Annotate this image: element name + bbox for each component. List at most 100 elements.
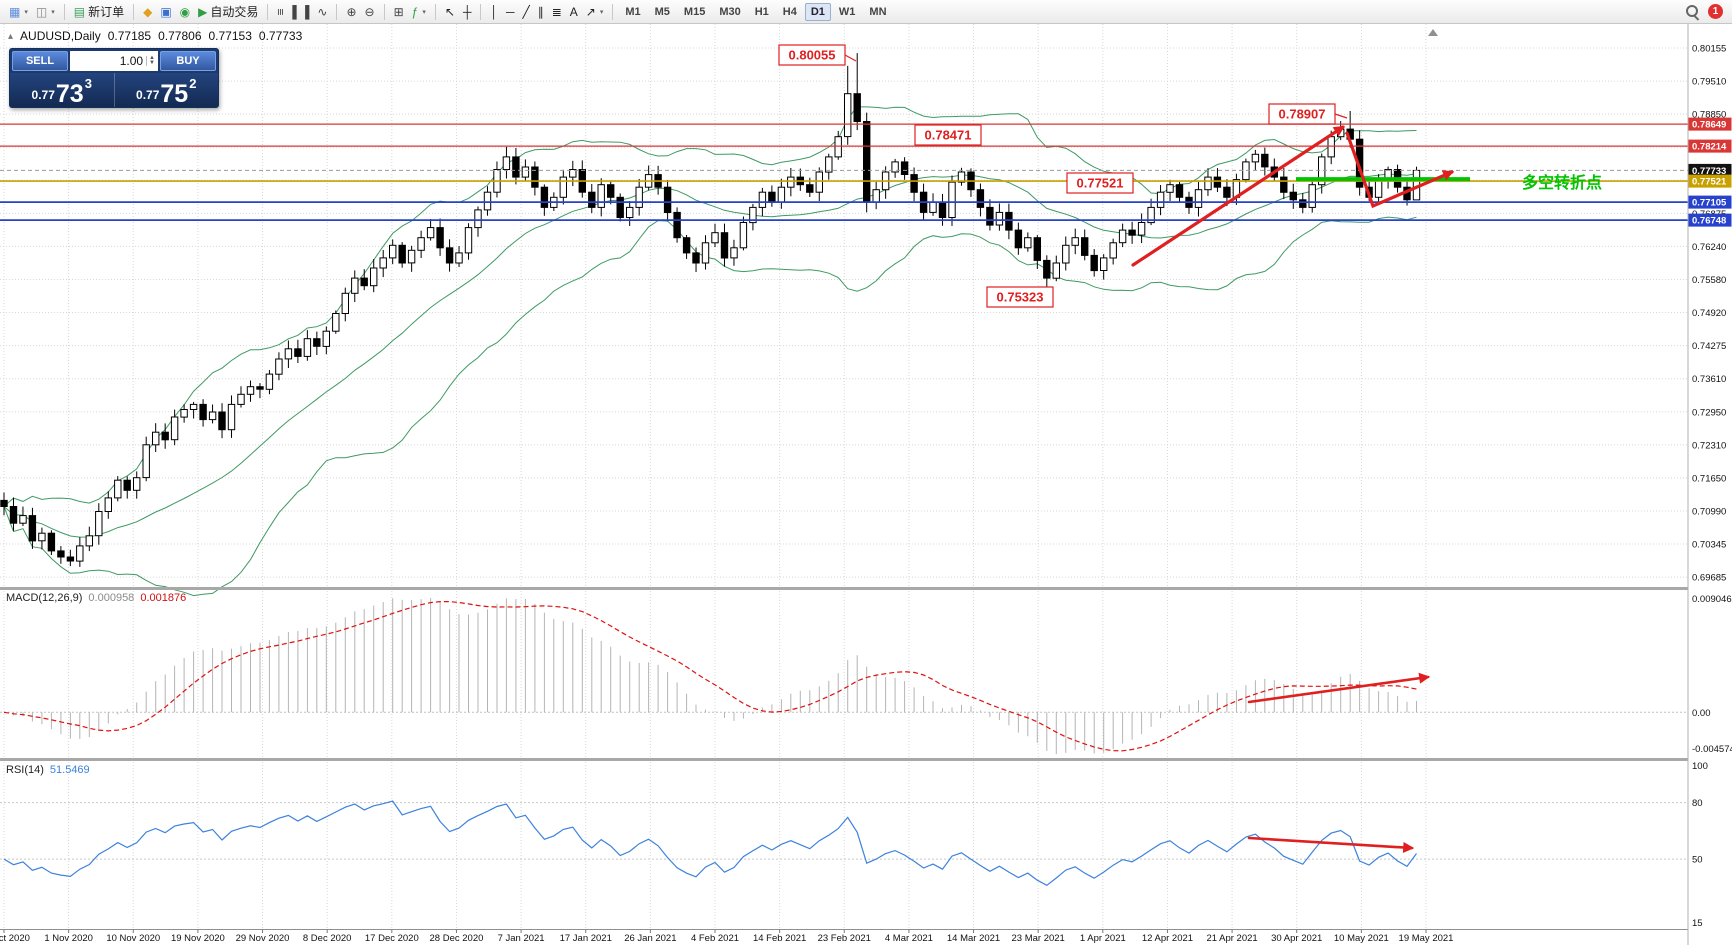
candlestick-chart-button[interactable]: ▌▐ <box>288 2 313 22</box>
macd-plot <box>0 598 1688 754</box>
oneclick-collapse-icon[interactable]: ▴ <box>8 30 14 42</box>
trend-arrow-macd <box>1247 672 1431 704</box>
profiles-button[interactable]: ◫ ▾ <box>32 2 59 22</box>
macd-splitter[interactable] <box>0 587 1732 590</box>
price-box-0.78471 <box>914 124 982 146</box>
search-icon[interactable] <box>1685 4 1700 19</box>
trend-arrows[interactable] <box>1131 125 1455 853</box>
arrows-icon: ↗ <box>585 4 596 19</box>
trendline-button[interactable]: ╱ <box>518 2 533 22</box>
price-box-0.77521 <box>1066 172 1134 194</box>
crosshair-button[interactable]: ┼ <box>459 2 476 22</box>
svg-text:0.77105: 0.77105 <box>1692 198 1727 209</box>
svg-text:0.78649: 0.78649 <box>1692 120 1726 131</box>
svg-text:0.77521: 0.77521 <box>1692 177 1727 188</box>
chart-shift-marker[interactable] <box>1428 29 1438 36</box>
svg-text:21 Apr 2021: 21 Apr 2021 <box>1206 933 1257 944</box>
fibonacci-button[interactable]: ≣ <box>548 2 566 22</box>
vertical-line-button[interactable]: │ <box>486 2 502 22</box>
timeframe-M1[interactable]: M1 <box>625 5 641 18</box>
svg-text:8 Dec 2020: 8 Dec 2020 <box>303 933 352 944</box>
channel-icon: ∥ <box>537 4 544 19</box>
sell-price-prefix: 0.77 <box>31 88 55 102</box>
one-click-top-row: SELL 1.00 ▲ ▼ BUY <box>10 49 218 73</box>
svg-text:12 Apr 2021: 12 Apr 2021 <box>1142 933 1193 944</box>
timeframe-M15[interactable]: M15 <box>683 5 706 18</box>
tile-windows-button[interactable]: ⊞ <box>390 2 408 22</box>
rsi-label: RSI(14) 51.5469 <box>6 764 90 776</box>
channel-button[interactable]: ∥ <box>534 2 548 22</box>
spinner-up-icon[interactable]: ▲ <box>149 55 155 61</box>
zoom-out-button[interactable]: ⊖ <box>361 2 379 22</box>
timeframe-H1[interactable]: H1 <box>754 5 769 18</box>
profiles-icon: ◫ <box>35 4 48 19</box>
signals-icon: ◉ <box>179 4 191 19</box>
arrows-button[interactable]: ↗ ▾ <box>582 2 608 22</box>
svg-text:23 Feb 2021: 23 Feb 2021 <box>818 933 871 944</box>
svg-text:15: 15 <box>1692 918 1703 929</box>
price-tag-0.78214 <box>1688 139 1732 153</box>
new-chart-button[interactable]: ▦ ▾ <box>5 2 32 22</box>
new-order-button-label: 新订单 <box>88 5 125 19</box>
svg-text:0.74275: 0.74275 <box>1692 341 1726 352</box>
bar-chart-button[interactable]: ≡ <box>273 2 288 22</box>
text-button[interactable]: A <box>566 2 582 22</box>
timeframe-H4[interactable]: H4 <box>782 5 797 18</box>
svg-text:29 Nov 2020: 29 Nov 2020 <box>236 933 290 944</box>
metaeditor-icon: ◆ <box>143 4 153 19</box>
notification-badge[interactable]: 1 <box>1708 4 1723 19</box>
price-tag-0.76748 <box>1688 213 1732 227</box>
price-tag-0.77105 <box>1688 195 1732 209</box>
signals-button[interactable]: ◉ <box>176 2 194 22</box>
svg-text:0.76748: 0.76748 <box>1692 216 1726 227</box>
timeframe-W1[interactable]: W1 <box>838 5 856 18</box>
spinner-down-icon[interactable]: ▼ <box>149 60 155 66</box>
svg-text:10 Nov 2020: 10 Nov 2020 <box>106 933 160 944</box>
svg-text:0.79510: 0.79510 <box>1692 77 1726 88</box>
svg-text:0.78907: 0.78907 <box>1279 107 1326 122</box>
svg-text:7 Jan 2021: 7 Jan 2021 <box>498 933 545 944</box>
price-tag-0.77733 <box>1688 163 1732 177</box>
chart-symbol-header: ▴ AUDUSD,Daily 0.77185 0.77806 0.77153 0… <box>8 29 302 43</box>
line-chart-button[interactable]: ∿ <box>313 2 331 22</box>
svg-text:0.69685: 0.69685 <box>1692 573 1726 584</box>
svg-text:28 Dec 2020: 28 Dec 2020 <box>430 933 484 944</box>
timeframe-M30[interactable]: M30 <box>719 5 741 18</box>
sell-price[interactable]: 0.77 73 3 <box>10 73 114 107</box>
timeframe-MN[interactable]: MN <box>869 5 887 18</box>
horizontal-line-button[interactable]: ─ <box>502 2 519 22</box>
volume-input[interactable]: 1.00 ▲ ▼ <box>70 51 158 71</box>
svg-text:10 May 2021: 10 May 2021 <box>1334 933 1389 944</box>
volume-spinner[interactable]: ▲ ▼ <box>146 55 157 66</box>
timeframe-D1[interactable]: D1 <box>804 2 831 21</box>
terminal-button[interactable]: ▣ <box>156 2 175 22</box>
macd-value-signal: 0.001876 <box>140 592 187 604</box>
svg-text:50: 50 <box>1692 855 1703 866</box>
time-axis[interactable]: 22 Oct 2020 1 Nov 2020 10 Nov 2020 19 Nov 2… <box>0 929 1453 945</box>
rsi-plot <box>0 800 1688 887</box>
svg-text:0.73610: 0.73610 <box>1692 374 1726 385</box>
rsi-line <box>3 800 1417 887</box>
metaeditor-button[interactable]: ◆ <box>139 2 156 22</box>
indicators-button[interactable]: ƒ ▾ <box>408 2 430 22</box>
zoom-in-icon: ⊕ <box>346 4 357 19</box>
svg-text:0.76240: 0.76240 <box>1692 242 1726 253</box>
zoom-in-button[interactable]: ⊕ <box>342 2 360 22</box>
buy-price-pipette: 2 <box>189 76 197 91</box>
svg-text:0.72950: 0.72950 <box>1692 407 1726 418</box>
rsi-splitter[interactable] <box>0 758 1732 761</box>
sell-button[interactable]: SELL <box>12 51 68 71</box>
svg-text:0.80055: 0.80055 <box>789 48 836 63</box>
price-axis[interactable]: 0.801550.795100.788500.781900.775300.768… <box>1687 24 1732 945</box>
annotation-price-boxes[interactable]: 0.80055 0.78471 0.78907 0.77521 0.75323 <box>778 44 1348 308</box>
new-order-button[interactable]: ▤ 新订单 <box>70 2 128 22</box>
buy-price[interactable]: 0.77 75 2 <box>115 73 219 107</box>
cursor-button[interactable]: ↖ <box>441 2 459 22</box>
buy-button[interactable]: BUY <box>160 51 216 71</box>
autotrading-button[interactable]: ▶ 自动交易 <box>194 2 262 22</box>
svg-text:1 Apr 2021: 1 Apr 2021 <box>1080 933 1126 944</box>
new-chart-button-caret: ▾ <box>24 8 28 16</box>
timeframe-M5[interactable]: M5 <box>654 5 670 18</box>
